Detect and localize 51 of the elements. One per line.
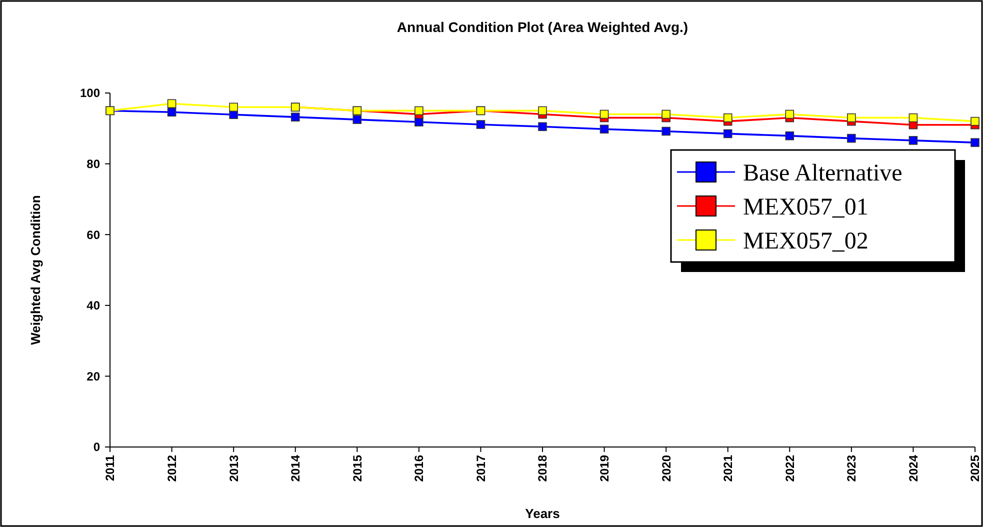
x-tick-label: 2018 xyxy=(536,454,550,482)
point xyxy=(847,113,856,122)
point xyxy=(414,118,424,126)
point xyxy=(352,115,362,124)
point xyxy=(414,106,424,116)
point xyxy=(662,110,670,119)
point xyxy=(167,99,176,108)
x-tick-label: 2019 xyxy=(597,454,612,482)
legend-label: Base Alternative xyxy=(743,160,902,186)
x-axis-title: Years xyxy=(525,506,560,521)
x-tick-label: 2025 xyxy=(968,454,982,482)
x-tick-label: 2017 xyxy=(474,454,488,482)
point xyxy=(229,102,238,112)
point xyxy=(290,112,300,122)
y-axis-title: Weighted Avg Condition xyxy=(28,195,43,345)
point xyxy=(538,106,547,116)
x-tick-label: 2012 xyxy=(164,454,179,482)
x-tick-label: 2024 xyxy=(906,454,920,482)
x-tick-label: 2015 xyxy=(350,454,364,482)
point xyxy=(600,124,609,134)
x-tick-label: 2022 xyxy=(782,454,797,482)
legend-label: MEX057_01 xyxy=(743,194,868,220)
point xyxy=(600,110,609,119)
point xyxy=(723,113,732,122)
x-tick-label: 2013 xyxy=(226,454,241,482)
point xyxy=(723,129,732,138)
y-tick-label: 40 xyxy=(86,298,100,313)
x-tick-label: 2011 xyxy=(103,454,118,482)
point xyxy=(538,122,547,132)
x-tick-label: 2016 xyxy=(412,454,426,482)
y-tick-label: 60 xyxy=(86,228,100,242)
point xyxy=(785,131,794,140)
point xyxy=(476,120,486,129)
y-tick-label: 20 xyxy=(86,369,100,384)
point xyxy=(847,134,856,143)
point xyxy=(970,116,980,126)
x-tick-label: 2014 xyxy=(288,454,303,482)
x-tick-label: 2023 xyxy=(844,454,859,482)
point xyxy=(785,110,794,119)
y-tick-label: 0 xyxy=(93,440,100,454)
point xyxy=(908,136,918,145)
point xyxy=(908,113,918,122)
point xyxy=(167,108,176,117)
x-tick-label: 2020 xyxy=(659,454,674,482)
point xyxy=(970,138,980,147)
x-tick-label: 2021 xyxy=(721,454,736,482)
chart-title: Annual Condition Plot (Area Weighted Avg.) xyxy=(396,19,688,35)
y-tick-label: 100 xyxy=(80,86,100,100)
legend-label: MEX057_02 xyxy=(743,228,868,254)
point xyxy=(662,126,670,136)
y-tick-label: 80 xyxy=(86,157,100,171)
